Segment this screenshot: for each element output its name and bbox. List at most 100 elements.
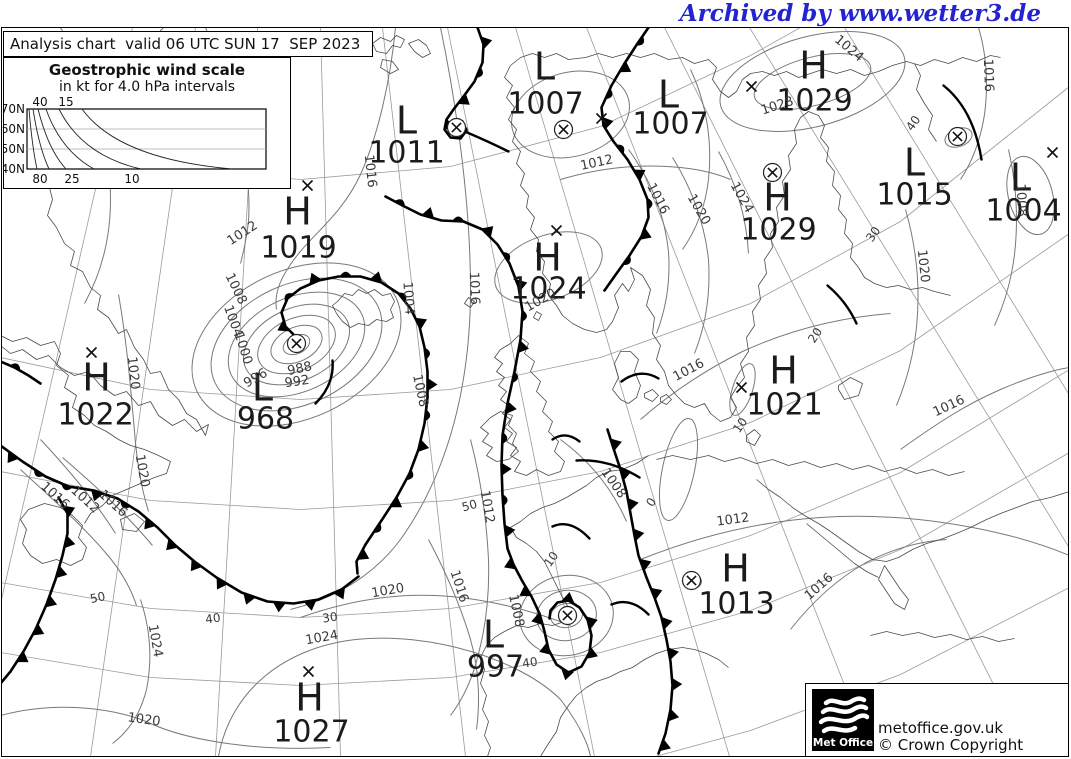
warm-front-semicircle bbox=[397, 292, 407, 303]
warm-front-semicircle bbox=[511, 371, 518, 384]
cold-front-triangle bbox=[504, 524, 516, 538]
pressure-letter: H bbox=[799, 44, 828, 88]
cold-front-triangle bbox=[539, 642, 551, 655]
met-office-logo: Met Office bbox=[812, 689, 874, 751]
warm-front-semicircle bbox=[615, 144, 625, 155]
cold-front-triangle bbox=[620, 467, 632, 481]
isobar-label: 1016 bbox=[931, 393, 967, 421]
grid-label: 10 bbox=[541, 549, 561, 570]
occluded-front-spiral-968 bbox=[280, 275, 429, 575]
cold-front-triangle bbox=[243, 593, 256, 605]
cold-front-triangle bbox=[369, 271, 383, 283]
coast-europe-west bbox=[480, 455, 649, 756]
pressure-value: 1027 bbox=[273, 715, 349, 750]
cold-front-triangle bbox=[427, 377, 438, 391]
center-x-mark bbox=[952, 131, 963, 142]
isobar-label: 1012 bbox=[579, 152, 614, 174]
pressure-letter: H bbox=[533, 236, 562, 280]
cold-front-triangle bbox=[661, 616, 673, 630]
wind-scale-subtitle: in kt for 4.0 hPa intervals bbox=[58, 79, 236, 95]
warm-front-semicircle bbox=[502, 432, 508, 445]
isobar-label: 1024 bbox=[727, 180, 757, 216]
center-x-mark bbox=[301, 179, 314, 192]
ws-lat-label: 50N bbox=[4, 142, 25, 156]
center-x-mark bbox=[550, 224, 563, 237]
isobar-label: 1020 bbox=[370, 581, 405, 602]
isobar-label: 1020 bbox=[124, 356, 142, 390]
coast-iceland bbox=[332, 289, 395, 328]
cold-front-triangle bbox=[481, 226, 494, 238]
pressure-value: 1015 bbox=[876, 178, 952, 213]
cold-front-triangle bbox=[272, 601, 286, 613]
coast-africa bbox=[870, 631, 1015, 642]
grid-label: 30 bbox=[321, 610, 338, 626]
cold-front-triangle bbox=[517, 340, 529, 354]
pressure-value: 997 bbox=[467, 650, 524, 685]
ws-top-label: 15 bbox=[58, 95, 73, 109]
cold-front-triangle bbox=[333, 587, 345, 600]
center-x-mark bbox=[735, 381, 748, 394]
pressure-center-marks bbox=[85, 80, 1059, 678]
pressure-letter: L bbox=[483, 613, 504, 657]
isobar-label: 1016 bbox=[361, 154, 379, 188]
cold-front-triangle bbox=[519, 585, 532, 597]
cold-front-triangle bbox=[586, 616, 598, 629]
cold-front-triangle bbox=[633, 528, 645, 542]
met-office-waves-icon bbox=[818, 696, 870, 734]
warm-front-semicircle bbox=[636, 35, 645, 46]
trough-lines bbox=[314, 84, 983, 616]
warm-front-fragment-west bbox=[2, 360, 42, 385]
isobar-label: 1016 bbox=[466, 272, 482, 306]
pressure-letter: L bbox=[534, 45, 555, 89]
center-x-mark bbox=[562, 610, 573, 621]
pressure-letter: L bbox=[252, 366, 273, 410]
center-x-mark bbox=[85, 346, 98, 359]
center-x-mark bbox=[767, 167, 778, 178]
ws-lat-label: 40N bbox=[4, 162, 25, 176]
isobar-label: 1004 bbox=[399, 281, 416, 315]
cold-front-triangle bbox=[659, 738, 671, 752]
cold-front-triangle bbox=[667, 708, 680, 722]
ws-bottom-label: 80 bbox=[32, 172, 47, 186]
cold-front-triangle bbox=[303, 599, 317, 611]
pressure-value: 1011 bbox=[368, 136, 444, 171]
cold-front-triangle bbox=[505, 401, 517, 414]
cold-front-triangle bbox=[639, 227, 652, 240]
warm-front-semicircle bbox=[502, 252, 511, 263]
met-office-brand-box: Met Office metoffice.gov.uk © Crown Copy… bbox=[805, 683, 1068, 756]
cold-front-triangle bbox=[650, 587, 663, 600]
cold-front-triangle bbox=[357, 548, 370, 560]
pressure-value: 1029 bbox=[776, 84, 852, 119]
warm-front-semicircle bbox=[339, 271, 352, 277]
pressure-letter: L bbox=[1010, 156, 1031, 200]
pressure-value: 1021 bbox=[746, 388, 822, 423]
isobar-label: 1016 bbox=[447, 568, 471, 604]
cold-front-triangle bbox=[55, 565, 68, 579]
isobar-label: 1008 bbox=[505, 593, 527, 628]
cold-front-triangle bbox=[667, 647, 679, 660]
cold-front-triangle bbox=[32, 623, 45, 636]
center-x-mark bbox=[1046, 146, 1059, 159]
isobar-label: 1024 bbox=[304, 628, 339, 649]
coast-scandinavia bbox=[504, 65, 951, 422]
coastlines bbox=[2, 28, 1068, 756]
map-frame: L 1011 L 1007 L 1007 H 1029 L 1015 L 1004 H 1029 H 1019… bbox=[1, 27, 1069, 757]
ws-bottom-label: 10 bbox=[124, 172, 139, 186]
cold-front-triangle bbox=[421, 206, 435, 219]
cold-front-triangle bbox=[633, 169, 646, 181]
pressure-value: 1022 bbox=[57, 398, 133, 433]
warm-front-semicircle bbox=[475, 67, 483, 79]
analysis-title-box: Analysis chart valid 06 UTC SUN 17 SEP 2… bbox=[3, 31, 373, 57]
isobar-label: 1024 bbox=[831, 32, 866, 65]
cold-front-triangle bbox=[480, 36, 493, 49]
cold-front-triangle bbox=[515, 279, 528, 292]
archive-banner: Archived by www.wetter3.de bbox=[679, 0, 1041, 27]
coast-norway-north bbox=[510, 53, 1001, 98]
center-x-mark bbox=[451, 122, 462, 133]
pressure-letter: H bbox=[82, 356, 111, 400]
cold-front-triangle bbox=[277, 319, 290, 332]
pressure-value: 1013 bbox=[698, 587, 774, 622]
pressure-letter: H bbox=[721, 547, 750, 591]
cold-front-triangle bbox=[417, 439, 430, 453]
